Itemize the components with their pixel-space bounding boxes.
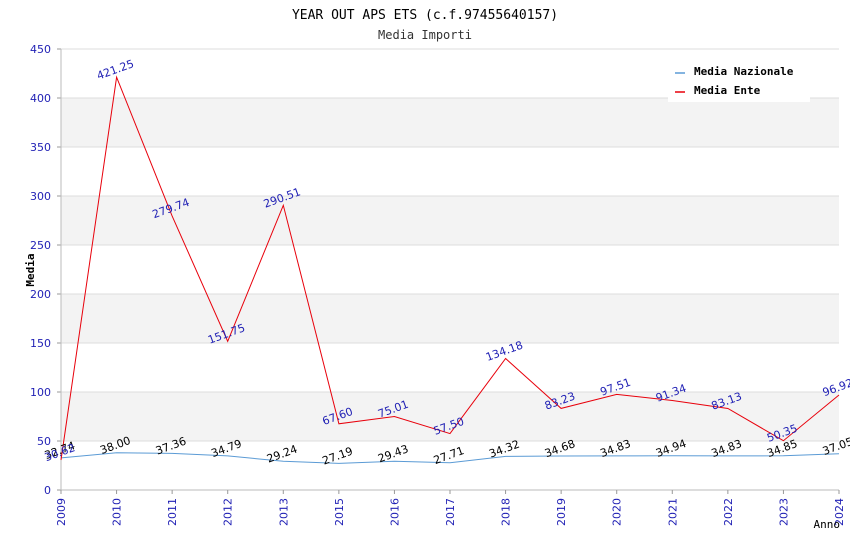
grid-bands bbox=[61, 98, 839, 441]
data-label: 421.25 bbox=[95, 57, 136, 82]
y-axis-label: Media bbox=[24, 253, 37, 286]
y-tick-label: 400 bbox=[30, 92, 51, 105]
x-tick-label: 2020 bbox=[611, 498, 624, 526]
y-tick-label: 150 bbox=[30, 337, 51, 350]
y-tick-label: 350 bbox=[30, 141, 51, 154]
x-tick-label: 2019 bbox=[555, 498, 568, 526]
x-tick-label: 2018 bbox=[500, 498, 513, 526]
x-tick-label: 2021 bbox=[666, 498, 679, 526]
x-axis-label: Anno bbox=[814, 518, 841, 531]
x-tick-labels: 2009 2010 2011 2012 2013 2015 2016 2017 2018 2019… bbox=[55, 498, 846, 526]
x-tick-label: 2015 bbox=[333, 498, 346, 526]
legend-label-media-nazionale: Media Nazionale bbox=[694, 65, 794, 78]
chart-title: YEAR OUT APS ETS (c.f.97455640157) bbox=[292, 8, 558, 23]
y-tick-label: 450 bbox=[30, 43, 51, 56]
x-tick-label: 2012 bbox=[222, 498, 235, 526]
x-tick-label: 2010 bbox=[111, 498, 124, 526]
chart-subtitle: Media Importi bbox=[378, 28, 472, 42]
y-tick-label: 200 bbox=[30, 288, 51, 301]
legend: Media Nazionale Media Ente bbox=[668, 60, 810, 102]
x-tick-label: 2023 bbox=[777, 498, 790, 526]
y-tick-label: 100 bbox=[30, 386, 51, 399]
y-tick-label: 250 bbox=[30, 239, 51, 252]
grid-band bbox=[61, 196, 839, 245]
data-label: 27.71 bbox=[432, 444, 466, 467]
y-tick-labels: 0 50 100 150 200 250 300 350 400 450 bbox=[30, 43, 51, 497]
legend-label-media-ente: Media Ente bbox=[694, 84, 761, 97]
legend-box bbox=[668, 60, 810, 102]
y-tick-label: 300 bbox=[30, 190, 51, 203]
x-tick-label: 2024 bbox=[833, 498, 846, 526]
axes bbox=[57, 48, 840, 494]
series-line-media-nazionale bbox=[60, 452, 840, 464]
grid-band bbox=[61, 294, 839, 343]
x-tick-label: 2016 bbox=[388, 498, 401, 526]
y-tick-label: 50 bbox=[37, 435, 51, 448]
x-tick-label: 2017 bbox=[444, 498, 457, 526]
grid-lines bbox=[61, 48, 839, 491]
x-tick-label: 2009 bbox=[55, 498, 68, 526]
series-lines bbox=[60, 75, 840, 464]
x-tick-label: 2013 bbox=[277, 498, 290, 526]
series-line-media-ente bbox=[60, 75, 840, 461]
x-tick-label: 2022 bbox=[722, 498, 735, 526]
grid-band bbox=[61, 98, 839, 147]
data-label: 27.19 bbox=[321, 445, 355, 468]
y-tick-label: 0 bbox=[44, 484, 51, 497]
x-tick-label: 2011 bbox=[166, 498, 179, 526]
